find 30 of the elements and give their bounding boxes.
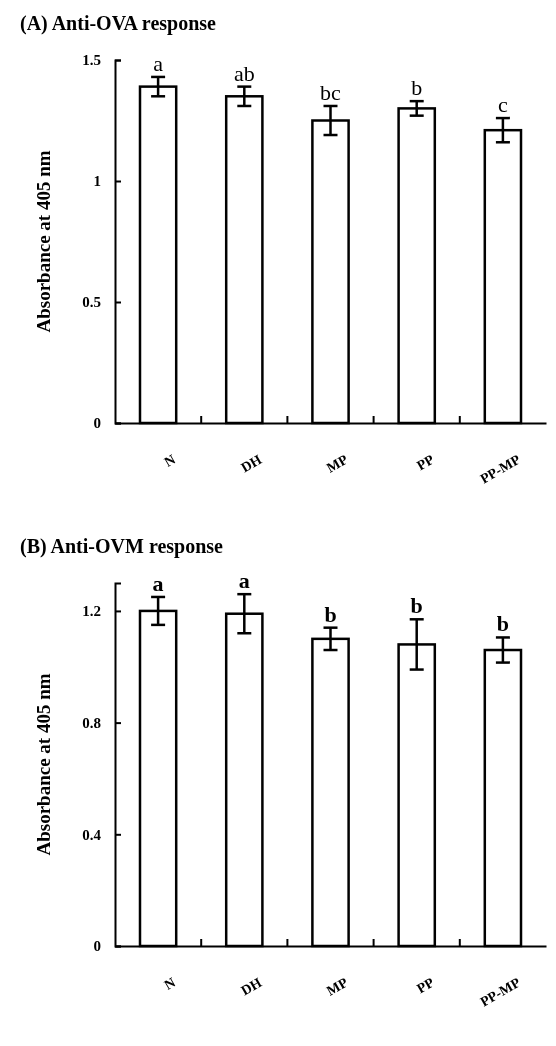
x-tick-label: DH [238,451,265,476]
x-tick-label: DH [238,974,265,999]
annotation: b [411,75,423,101]
y-tick-label: 0 [93,938,101,955]
x-tick-label: MP [324,451,351,476]
y-tick-label: 0.5 [82,294,101,311]
annotation: bc [320,79,342,105]
x-tick-label: PP [414,451,438,474]
y-axis-title: Absorbance at 405 nm [33,673,54,856]
chart-title: (A) Anti-OVA response [20,12,217,35]
y-tick-label: 0.8 [82,714,101,731]
annotation: b [496,611,510,637]
annotation: a [152,570,164,596]
x-tick-label: N [161,451,179,470]
y-tick-label: 1.2 [82,603,101,620]
y-tick-label: 1.5 [82,52,101,69]
y-tick-label: 1 [93,173,101,190]
annotation: a [153,50,164,76]
y-axis-title: Absorbance at 405 nm [33,150,54,333]
y-tick-label: 0.4 [82,826,102,843]
annotation: b [410,593,423,619]
chart-title: (B) Anti-OVM response [20,535,224,558]
x-tick-label: MP [324,974,351,999]
x-tick-label: N [161,974,179,993]
annotation: b [324,601,337,627]
x-tick-label: PP [414,974,438,997]
annotation: c [498,92,509,118]
annotation: ab [233,60,255,86]
annotation: a [238,568,250,594]
y-tick-label: 0 [93,415,101,432]
